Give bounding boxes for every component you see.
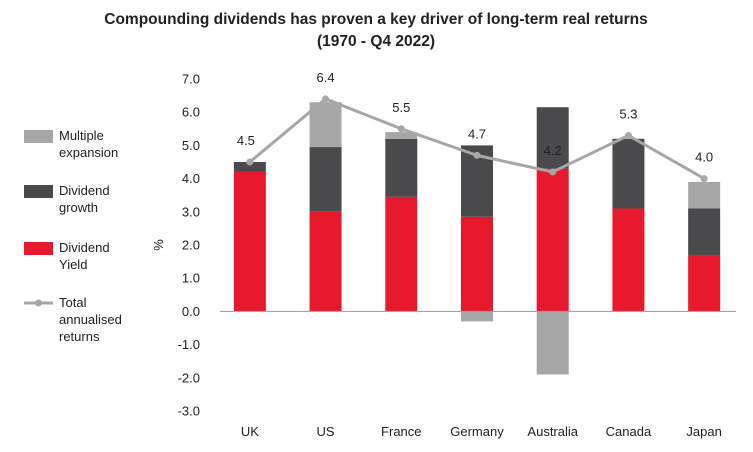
bar-multiple-expansion <box>461 311 493 322</box>
bar-dividend-growth <box>688 208 721 255</box>
x-category-label: Canada <box>606 424 652 439</box>
legend-label-total: annualised <box>59 312 122 327</box>
plot-area: 7.0 6.0 5.0 4.0 3.0 2.0 1.0 0.0 -1.0 -2.0 -3.0% 4.5… <box>151 70 736 439</box>
bar-multiple-expansion <box>536 311 569 375</box>
y-tick-label: 7.0 <box>182 72 200 87</box>
legend-label-yield: Yield <box>59 257 87 272</box>
legend-label-growth: Dividend <box>59 183 110 198</box>
bar-dividend-yield <box>688 254 721 312</box>
x-category-label: US <box>317 424 335 439</box>
legend-label-multiple: expansion <box>59 145 118 160</box>
y-tick-label: -1.0 <box>178 337 200 352</box>
legend-swatch-growth <box>24 185 53 198</box>
bar-dividend-yield <box>536 168 569 312</box>
x-category-label: Australia <box>527 424 578 439</box>
legend-label-multiple: Multiple <box>59 128 104 143</box>
bar-dividend-yield <box>309 211 342 312</box>
chart-title-line2: (1970 - Q4 2022) <box>317 33 435 50</box>
x-category-label: Germany <box>450 424 504 439</box>
y-tick-label: 3.0 <box>182 204 200 219</box>
legend: Multiple expansion Dividend growth Dividend Y… <box>24 128 122 344</box>
total-returns-label: 6.4 <box>317 70 335 85</box>
total-returns-point <box>549 168 557 176</box>
y-axis-label: % <box>151 239 166 251</box>
total-returns-label: 4.7 <box>468 126 486 141</box>
total-returns-label: 5.5 <box>392 100 410 115</box>
total-returns-point <box>397 125 405 133</box>
x-category-label: Japan <box>686 424 721 439</box>
legend-label-total: returns <box>59 329 100 344</box>
bar-dividend-growth <box>536 107 569 169</box>
total-returns-point <box>322 95 330 103</box>
bar-multiple-expansion <box>385 132 418 139</box>
x-category-label: UK <box>241 424 259 439</box>
legend-swatch-multiple <box>24 130 53 143</box>
chart-title-line1: Compounding dividends has proven a key d… <box>104 11 647 28</box>
bar-dividend-yield <box>461 216 493 312</box>
total-returns-point <box>700 175 708 183</box>
legend-label-growth: growth <box>59 200 98 215</box>
total-returns-label: 5.3 <box>619 106 637 121</box>
bar-dividend-growth <box>612 138 645 209</box>
legend-label-yield: Dividend <box>59 240 110 255</box>
total-returns-label: 4.2 <box>544 143 562 158</box>
bar-dividend-growth <box>385 138 418 197</box>
y-tick-label: 6.0 <box>182 105 200 120</box>
bar-dividend-yield <box>385 196 418 312</box>
total-returns-point <box>624 131 632 139</box>
y-tick-label: 4.0 <box>182 171 200 186</box>
bar-dividend-growth <box>309 147 342 212</box>
total-returns-point <box>473 151 481 159</box>
y-tick-label: 1.0 <box>182 271 200 286</box>
legend-label-total: Total <box>59 295 87 310</box>
legend-marker-total <box>35 299 42 307</box>
bar-multiple-expansion <box>688 181 721 209</box>
total-returns-label: 4.5 <box>237 133 255 148</box>
bar-dividend-yield <box>233 171 266 312</box>
bar-dividend-yield <box>612 208 645 312</box>
total-returns-point <box>246 158 254 166</box>
bar-dividend-growth <box>233 162 266 172</box>
legend-swatch-yield <box>24 242 53 255</box>
y-tick-label: -3.0 <box>178 404 200 419</box>
y-tick-label: -2.0 <box>178 370 200 385</box>
x-category-label: France <box>381 424 421 439</box>
y-tick-label: 2.0 <box>182 238 200 253</box>
y-tick-label: 0.0 <box>182 304 200 319</box>
y-tick-label: 5.0 <box>182 138 200 153</box>
total-returns-label: 4.0 <box>695 150 713 165</box>
